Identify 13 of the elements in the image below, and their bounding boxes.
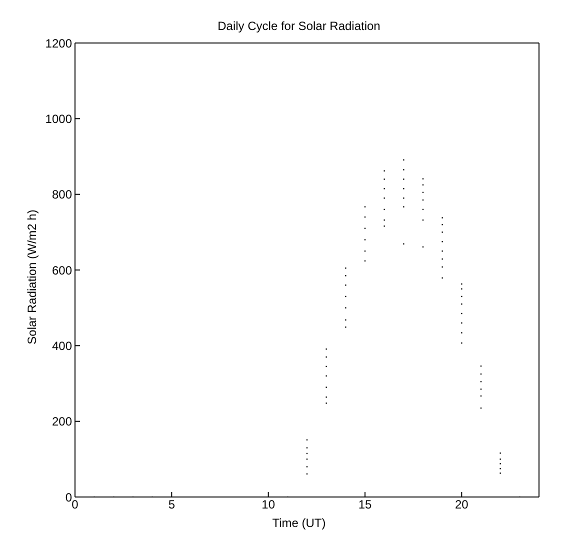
x-axis-title: Time (UT): [271, 516, 327, 530]
y-tick-label: 1200: [45, 36, 72, 50]
x-tick-label: 15: [358, 498, 372, 512]
x-tick-label: 5: [168, 498, 176, 512]
y-axis-title: Solar Radiation (W/m2 h): [25, 208, 39, 346]
x-tick-label: 20: [454, 498, 469, 512]
y-tick-label: 600: [52, 263, 72, 278]
chart-title: Daily Cycle for Solar Radiation: [216, 19, 382, 33]
y-tick-label: 800: [52, 188, 72, 202]
y-tick-label: 400: [52, 338, 72, 353]
y-tick-label: 1000: [45, 112, 72, 126]
y-tick-label: 200: [52, 414, 72, 429]
x-tick-label: 10: [262, 498, 276, 512]
